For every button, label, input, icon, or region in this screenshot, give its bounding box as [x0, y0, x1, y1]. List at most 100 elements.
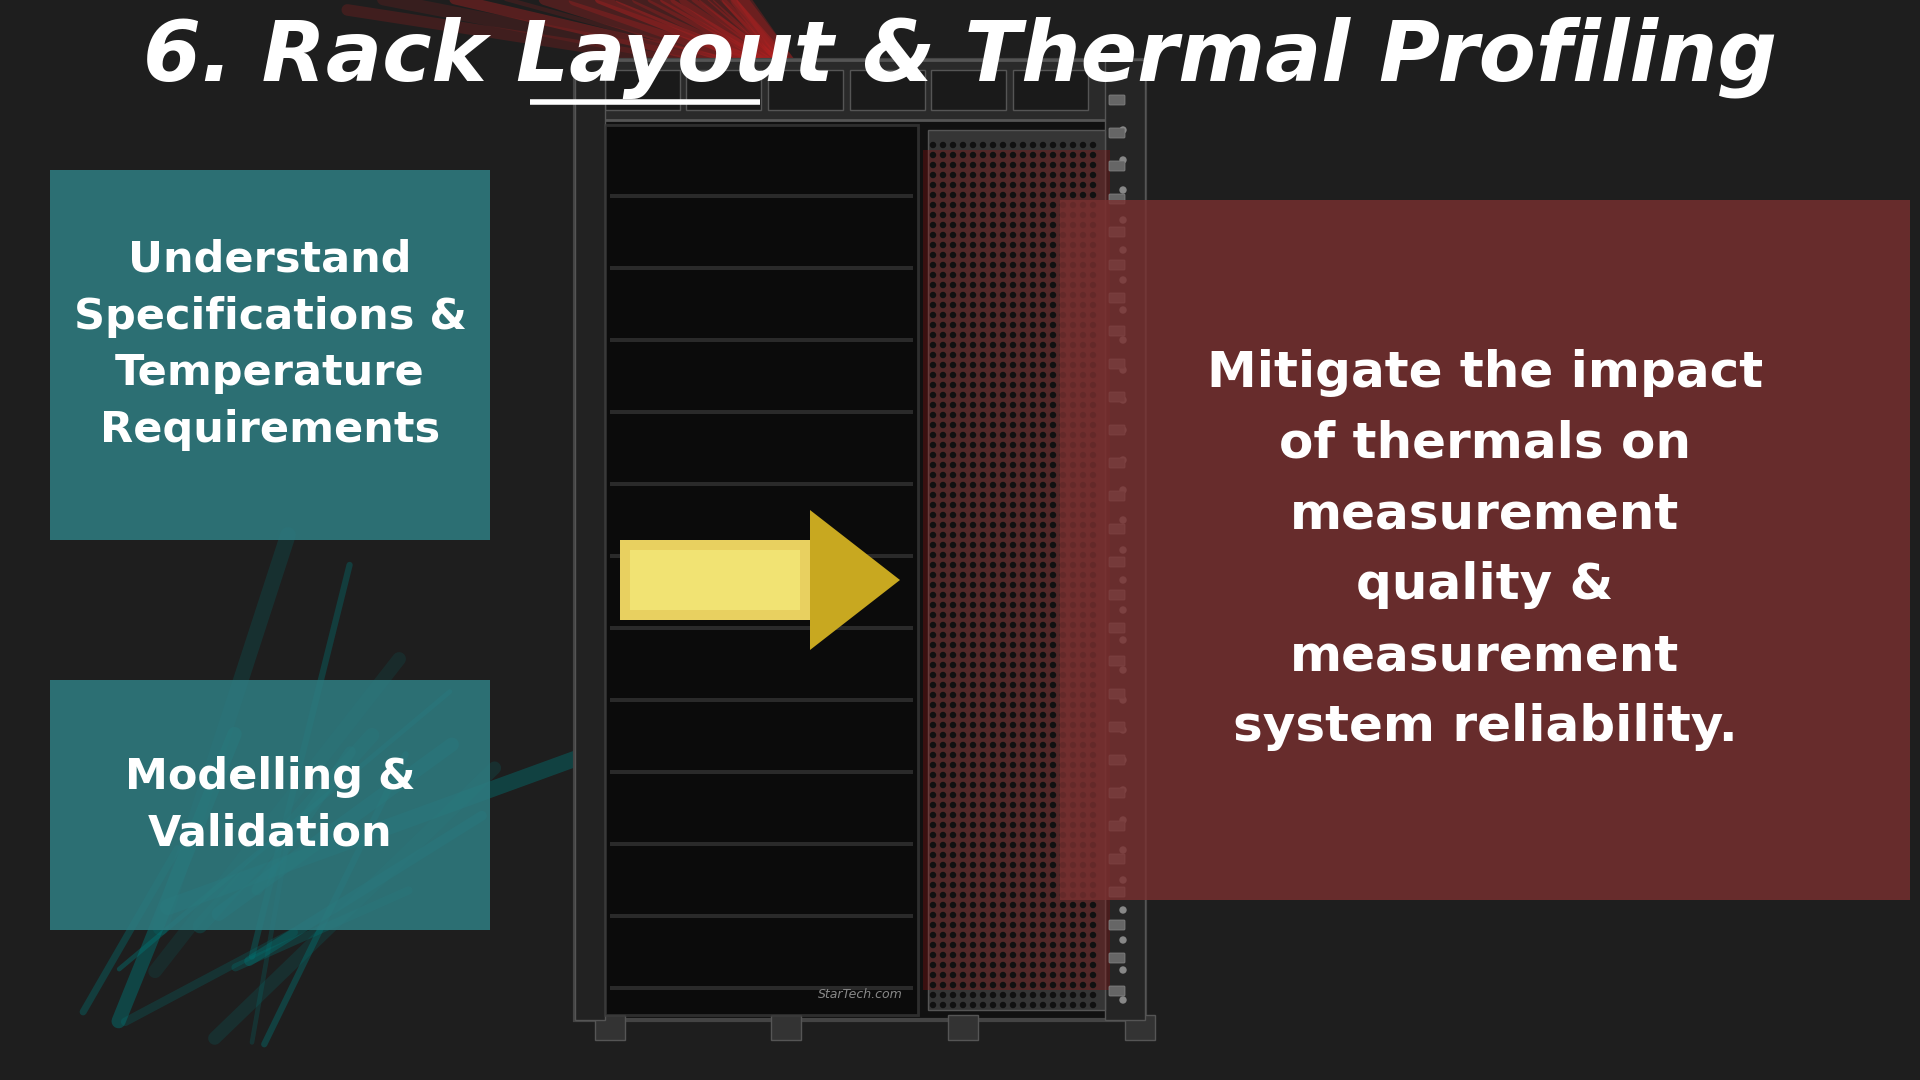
Circle shape	[1050, 903, 1056, 907]
FancyBboxPatch shape	[1110, 821, 1125, 831]
Circle shape	[1031, 293, 1035, 297]
Circle shape	[1071, 352, 1075, 357]
Circle shape	[1031, 753, 1035, 757]
Circle shape	[1081, 152, 1085, 158]
FancyBboxPatch shape	[1110, 392, 1125, 402]
Circle shape	[1021, 532, 1025, 538]
Circle shape	[941, 913, 945, 918]
Circle shape	[1021, 483, 1025, 487]
Circle shape	[1119, 577, 1125, 583]
Circle shape	[1010, 903, 1016, 907]
Circle shape	[1010, 1002, 1016, 1008]
Circle shape	[991, 432, 995, 437]
Circle shape	[950, 643, 956, 648]
Circle shape	[1091, 462, 1096, 468]
Circle shape	[1010, 652, 1016, 658]
Circle shape	[931, 783, 935, 787]
Circle shape	[1081, 262, 1085, 268]
Circle shape	[970, 483, 975, 487]
Circle shape	[1091, 453, 1096, 458]
Circle shape	[1081, 812, 1085, 818]
Circle shape	[1031, 812, 1035, 818]
Circle shape	[981, 382, 985, 388]
Circle shape	[931, 203, 935, 207]
Circle shape	[960, 692, 966, 698]
Circle shape	[1071, 932, 1075, 937]
Circle shape	[1060, 582, 1066, 588]
Circle shape	[1071, 162, 1075, 167]
Circle shape	[1081, 622, 1085, 627]
Circle shape	[1119, 757, 1125, 762]
Circle shape	[960, 563, 966, 567]
Circle shape	[1091, 422, 1096, 428]
Circle shape	[1050, 593, 1056, 597]
Circle shape	[1060, 692, 1066, 698]
FancyBboxPatch shape	[1110, 227, 1125, 237]
Circle shape	[1050, 882, 1056, 888]
Circle shape	[1071, 633, 1075, 637]
Circle shape	[1119, 427, 1125, 433]
Circle shape	[1010, 483, 1016, 487]
Circle shape	[1081, 842, 1085, 848]
Circle shape	[991, 622, 995, 627]
Circle shape	[950, 213, 956, 217]
Circle shape	[1050, 453, 1056, 458]
Circle shape	[950, 453, 956, 458]
Circle shape	[960, 932, 966, 937]
Circle shape	[1000, 882, 1006, 888]
Circle shape	[1050, 732, 1056, 738]
Circle shape	[1041, 833, 1046, 837]
Circle shape	[941, 143, 945, 148]
Circle shape	[1010, 993, 1016, 998]
Circle shape	[950, 993, 956, 998]
Circle shape	[931, 802, 935, 808]
Circle shape	[941, 692, 945, 698]
Circle shape	[991, 633, 995, 637]
Circle shape	[1000, 563, 1006, 567]
Circle shape	[1091, 243, 1096, 247]
FancyBboxPatch shape	[768, 70, 843, 110]
Circle shape	[960, 852, 966, 858]
Circle shape	[1000, 593, 1006, 597]
Circle shape	[1041, 553, 1046, 557]
Circle shape	[960, 293, 966, 297]
Circle shape	[1031, 783, 1035, 787]
Circle shape	[1031, 513, 1035, 517]
Circle shape	[1071, 922, 1075, 928]
Circle shape	[1021, 772, 1025, 778]
Circle shape	[960, 873, 966, 877]
Circle shape	[970, 462, 975, 468]
Circle shape	[931, 183, 935, 188]
Circle shape	[1091, 603, 1096, 607]
Circle shape	[1041, 793, 1046, 797]
Circle shape	[1000, 403, 1006, 407]
Circle shape	[1010, 502, 1016, 508]
Circle shape	[941, 272, 945, 278]
Circle shape	[1010, 953, 1016, 958]
Circle shape	[1021, 183, 1025, 188]
Circle shape	[931, 523, 935, 527]
Circle shape	[1050, 222, 1056, 228]
Circle shape	[1021, 232, 1025, 238]
Circle shape	[1071, 192, 1075, 198]
Circle shape	[931, 443, 935, 447]
Circle shape	[950, 683, 956, 688]
Circle shape	[1031, 192, 1035, 198]
Circle shape	[941, 262, 945, 268]
Circle shape	[1060, 392, 1066, 397]
Circle shape	[1021, 502, 1025, 508]
Circle shape	[1091, 863, 1096, 867]
Circle shape	[970, 622, 975, 627]
Circle shape	[991, 972, 995, 977]
Circle shape	[1091, 183, 1096, 188]
Circle shape	[931, 392, 935, 397]
Circle shape	[1071, 403, 1075, 407]
Circle shape	[981, 152, 985, 158]
Circle shape	[941, 643, 945, 648]
Circle shape	[1010, 673, 1016, 677]
Circle shape	[1081, 173, 1085, 177]
Circle shape	[1071, 222, 1075, 228]
Circle shape	[1071, 943, 1075, 947]
Circle shape	[1091, 542, 1096, 548]
Circle shape	[950, 222, 956, 228]
